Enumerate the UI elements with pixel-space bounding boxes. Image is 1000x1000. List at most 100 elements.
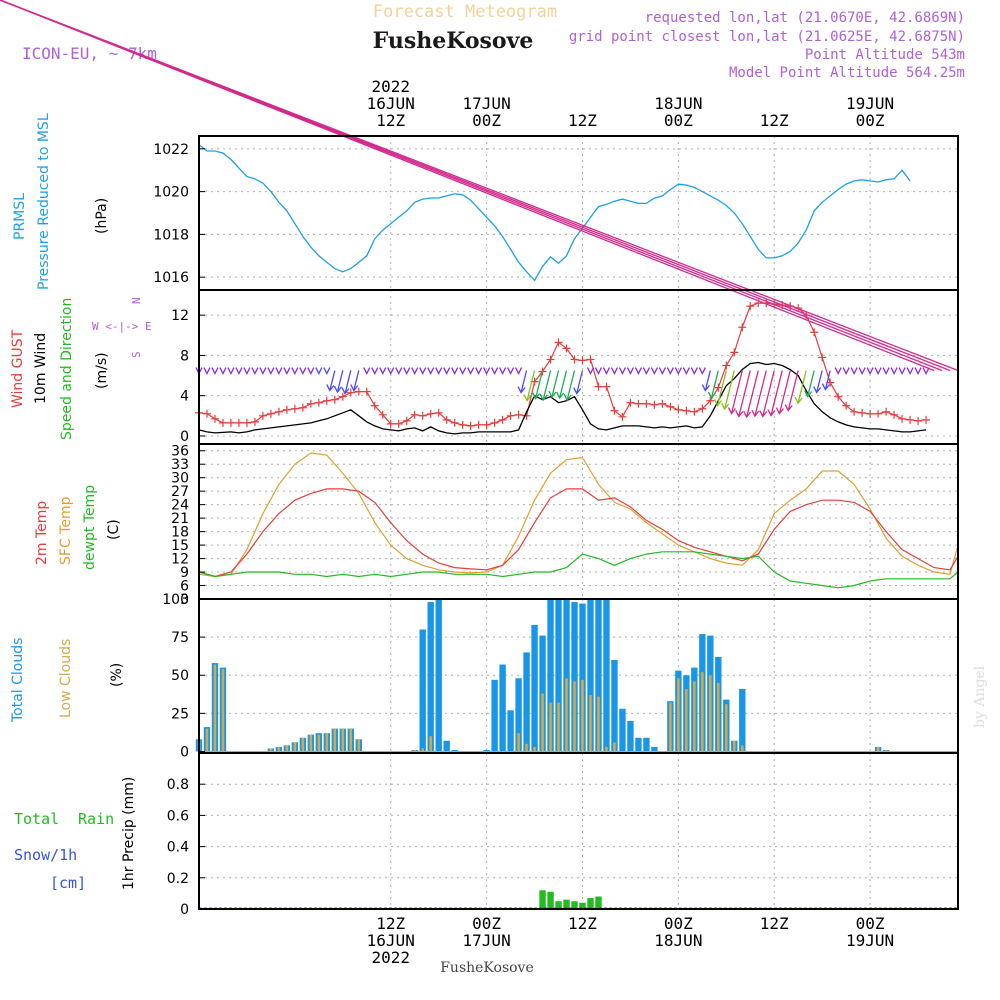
top-time-label: 16JUN — [367, 94, 415, 113]
top-time-label: 00Z — [664, 111, 693, 130]
gust-marker — [874, 409, 883, 418]
y-tick-label: 75 — [171, 630, 189, 646]
cloud-labels: Total Clouds Low Clouds (%) — [10, 638, 125, 723]
cloud-unit-label: (%) — [109, 663, 125, 687]
sfc-temp-line — [198, 452, 959, 578]
total-cloud-bar — [491, 679, 498, 752]
y-tick-label: 8 — [180, 348, 189, 364]
low-cloud-bar — [213, 664, 217, 752]
panel-frame — [198, 598, 959, 754]
direction-label: Speed and Direction — [59, 298, 75, 440]
total-cloud-bar — [643, 737, 650, 752]
gust-marker — [554, 338, 563, 347]
y-tick-label: 1018 — [153, 227, 189, 243]
wind-arrow-head — [735, 410, 744, 418]
wind-direction-mark — [227, 367, 235, 375]
low-cloud-bar — [205, 728, 209, 752]
wind-direction-mark — [299, 367, 307, 375]
gust-marker — [314, 398, 323, 407]
total-rain-label: Total — [14, 810, 59, 828]
wind-direction-arrow — [526, 370, 536, 401]
total-cloud-bar — [531, 624, 538, 752]
wind-direction-arrow — [542, 370, 552, 401]
wind-direction-mark — [251, 367, 259, 375]
gust-marker — [842, 401, 851, 410]
wind-direction-mark — [499, 367, 507, 375]
gridlines — [199, 136, 958, 910]
gust-marker — [602, 382, 611, 391]
wind-direction-mark — [403, 367, 411, 375]
wind-direction-mark — [507, 367, 515, 375]
axis-labels: 1016101810201022048123691215182124273033… — [153, 77, 894, 967]
wind-direction-arrow — [797, 370, 807, 404]
y-tick-label: 1016 — [153, 270, 189, 286]
gust-marker — [866, 409, 875, 418]
wind-direction-mark — [586, 367, 595, 375]
footer-station: FusheKosove — [440, 960, 534, 976]
wind-direction-mark — [491, 367, 499, 375]
total-cloud-bar — [627, 720, 634, 752]
wind-direction-arrow — [730, 370, 743, 414]
compass-n: N — [130, 297, 143, 304]
wind-direction-mark — [395, 367, 403, 375]
gust-marker — [378, 410, 387, 419]
wind-arrow-head — [707, 391, 716, 400]
y-tick-label: 0.4 — [167, 840, 189, 856]
y-tick-label: 24 — [171, 498, 189, 514]
low-cloud-bar — [581, 679, 584, 752]
total-cloud-bar — [555, 599, 562, 752]
wind-direction-mark — [291, 367, 299, 375]
total-clouds-label: Total Clouds — [10, 638, 26, 723]
low-cloud-bar — [541, 693, 544, 752]
gust-marker — [698, 404, 707, 413]
gust-marker — [610, 406, 619, 415]
wind-direction-mark — [379, 367, 387, 375]
wind-arrow-head — [341, 387, 350, 395]
wind-arrow-head — [775, 407, 784, 415]
wind-direction-arrow — [551, 370, 560, 398]
low-cloud-bar — [884, 749, 888, 752]
wind-direction-arrow — [787, 370, 799, 411]
point-altitude: Point Altitude 543m — [805, 47, 965, 63]
y-tick-label: 12 — [171, 308, 189, 324]
gust-marker — [402, 416, 411, 425]
gust-marker — [506, 411, 515, 420]
prmsl-label: PRMSL — [12, 193, 28, 240]
compass-s: S — [130, 351, 143, 358]
gust-marker — [346, 388, 355, 397]
low-cloud-bar — [309, 734, 313, 752]
total-cloud-bar — [563, 599, 570, 752]
low-clouds-label: Low Clouds — [58, 639, 74, 718]
total-cloud-bar — [587, 599, 594, 752]
bottom-time-label: 00Z — [664, 914, 693, 933]
wind-direction-arrow — [0, 0, 959, 372]
low-cloud-bar — [269, 748, 273, 752]
low-cloud-bar — [565, 678, 568, 752]
station-title: FusheKosove — [373, 28, 534, 54]
wind-direction-arrow — [754, 370, 767, 417]
wind-arrow-head — [713, 399, 723, 407]
requested-coords: requested lon,lat (21.0670E, 42.6869N) — [645, 10, 965, 26]
wind-direction-mark — [259, 367, 267, 375]
gust-marker — [458, 420, 467, 429]
bottom-time-label: 00Z — [472, 914, 501, 933]
low-cloud-bar — [733, 740, 736, 752]
temp-2m-line — [198, 488, 959, 578]
total-cloud-bar — [603, 599, 610, 752]
low-cloud-bar — [669, 702, 672, 752]
wind-direction-arrow — [704, 370, 711, 391]
wind-arrow-head — [556, 391, 565, 400]
wind-arrow-head — [721, 402, 730, 411]
wind-direction-arrow — [770, 370, 783, 416]
wind-arrow-head — [767, 409, 776, 417]
y-tick-label: 12 — [171, 552, 189, 568]
low-cloud-bar — [429, 736, 432, 752]
wind-direction-mark — [243, 367, 251, 375]
bottom-time-label: 00Z — [856, 914, 885, 933]
gust-marker — [490, 418, 499, 427]
gust-marker — [626, 398, 635, 407]
wind-direction-mark — [411, 367, 419, 375]
total-cloud-bar — [515, 678, 522, 752]
wind-arrow-head — [333, 385, 342, 394]
low-cloud-bar — [525, 743, 528, 752]
